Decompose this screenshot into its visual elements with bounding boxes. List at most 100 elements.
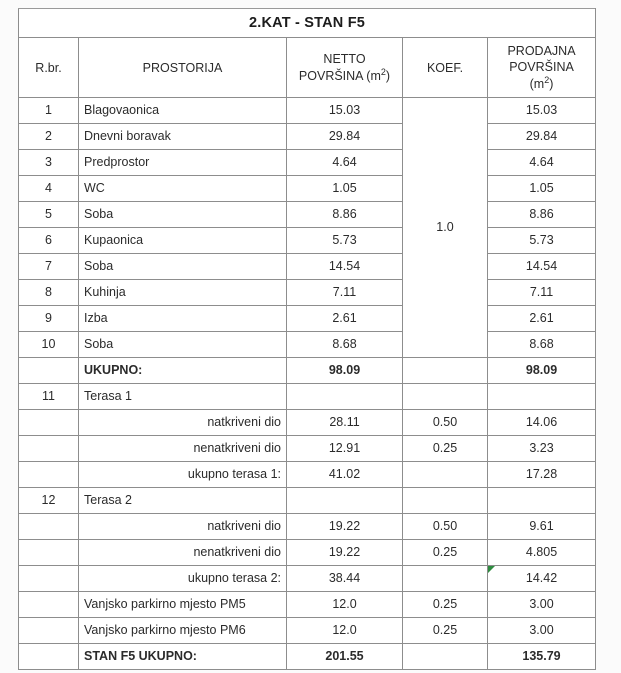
cell-koef[interactable] [402, 357, 488, 384]
table-row[interactable]: natkriveni dio 28.11 0.50 14.06 [18, 409, 597, 436]
cell-prodajna-povrsina[interactable]: 8.86 [486, 201, 597, 228]
cell-rbr[interactable]: 11 [18, 383, 79, 410]
table-row[interactable]: 12 Terasa 2 [18, 487, 597, 514]
cell-rbr[interactable] [18, 409, 79, 436]
table-row[interactable]: STAN F5 UKUPNO: 201.55 135.79 [18, 643, 597, 670]
cell-prostorija[interactable]: WC [78, 175, 287, 202]
cell-netto-povrsina[interactable]: 7.11 [286, 279, 403, 306]
cell-prostorija[interactable]: Izba [78, 305, 287, 332]
cell-netto-povrsina[interactable]: 8.86 [286, 201, 403, 228]
cell-netto-povrsina[interactable]: 8.68 [286, 331, 403, 358]
cell-netto-povrsina[interactable]: 15.03 [286, 97, 403, 124]
cell-rbr[interactable] [18, 643, 79, 670]
cell-prostorija[interactable]: ukupno terasa 1: [78, 461, 287, 488]
cell-prodajna-povrsina[interactable]: 3.00 [486, 617, 597, 644]
cell-prodajna-povrsina[interactable]: 3.23 [486, 435, 597, 462]
cell-koef[interactable] [402, 487, 488, 514]
cell-rbr[interactable]: 5 [18, 201, 79, 228]
cell-rbr[interactable] [18, 565, 79, 592]
cell-prostorija[interactable]: Kupaonica [78, 227, 287, 254]
cell-rbr[interactable]: 3 [18, 149, 79, 176]
cell-rbr[interactable] [18, 539, 79, 566]
table-row[interactable]: 4 WC 1.05 1.05 [18, 175, 597, 202]
cell-prodajna-povrsina[interactable]: 98.09 [486, 357, 597, 384]
cell-prodajna-povrsina[interactable]: 1.05 [486, 175, 597, 202]
cell-netto-povrsina[interactable]: 4.64 [286, 149, 403, 176]
cell-prodajna-povrsina[interactable]: 15.03 [486, 97, 597, 124]
cell-netto-povrsina[interactable]: 12.91 [286, 435, 403, 462]
cell-koef[interactable]: 0.25 [402, 435, 488, 462]
table-row[interactable]: 3 Predprostor 4.64 4.64 [18, 149, 597, 176]
cell-rbr[interactable]: 4 [18, 175, 79, 202]
cell-rbr[interactable]: 9 [18, 305, 79, 332]
cell-rbr[interactable]: 10 [18, 331, 79, 358]
cell-koef[interactable]: 0.25 [402, 539, 488, 566]
cell-koef[interactable]: 0.50 [402, 513, 488, 540]
table-row[interactable]: 7 Soba 14.54 14.54 [18, 253, 597, 280]
cell-prostorija[interactable]: Terasa 1 [78, 383, 287, 410]
table-row[interactable]: ukupno terasa 1: 41.02 17.28 [18, 461, 597, 488]
table-row[interactable]: 5 Soba 8.86 8.86 [18, 201, 597, 228]
cell-prostorija[interactable]: natkriveni dio [78, 513, 287, 540]
cell-koef[interactable]: 0.50 [402, 409, 488, 436]
cell-prodajna-povrsina[interactable]: 2.61 [486, 305, 597, 332]
table-row[interactable]: Vanjsko parkirno mjesto PM6 12.0 0.25 3.00 [18, 617, 597, 644]
cell-prodajna-povrsina[interactable]: 5.73 [486, 227, 597, 254]
cell-prodajna-povrsina[interactable] [486, 383, 597, 410]
cell-netto-povrsina[interactable]: 29.84 [286, 123, 403, 150]
cell-netto-povrsina[interactable]: 19.22 [286, 539, 403, 566]
cell-prodajna-povrsina[interactable]: 14.06 [486, 409, 597, 436]
cell-netto-povrsina[interactable]: 1.05 [286, 175, 403, 202]
cell-prostorija[interactable]: natkriveni dio [78, 409, 287, 436]
cell-netto-povrsina[interactable]: 14.54 [286, 253, 403, 280]
cell-koef[interactable] [402, 461, 488, 488]
cell-netto-povrsina[interactable]: 28.11 [286, 409, 403, 436]
cell-netto-povrsina[interactable]: 38.44 [286, 565, 403, 592]
cell-rbr[interactable]: 12 [18, 487, 79, 514]
table-row[interactable]: 10 Soba 8.68 8.68 [18, 331, 597, 358]
cell-prostorija[interactable]: Dnevni boravak [78, 123, 287, 150]
table-row[interactable]: 8 Kuhinja 7.11 7.11 [18, 279, 597, 306]
cell-rbr[interactable] [18, 591, 79, 618]
table-row[interactable]: 11 Terasa 1 [18, 383, 597, 410]
cell-prodajna-povrsina[interactable]: 7.11 [486, 279, 597, 306]
cell-prostorija[interactable]: Predprostor [78, 149, 287, 176]
cell-rbr[interactable] [18, 435, 79, 462]
cell-koef[interactable] [402, 383, 488, 410]
cell-prodajna-povrsina[interactable]: 3.00 [486, 591, 597, 618]
cell-prodajna-povrsina[interactable]: 9.61 [486, 513, 597, 540]
cell-netto-povrsina[interactable] [286, 383, 403, 410]
cell-prostorija[interactable]: nenatkriveni dio [78, 539, 287, 566]
cell-rbr[interactable]: 6 [18, 227, 79, 254]
cell-prodajna-povrsina[interactable]: 4.805 [486, 539, 597, 566]
cell-prostorija[interactable]: Soba [78, 201, 287, 228]
cell-prostorija[interactable]: ukupno terasa 2: [78, 565, 287, 592]
cell-prodajna-povrsina[interactable]: 14.54 [486, 253, 597, 280]
cell-prostorija[interactable]: Terasa 2 [78, 487, 287, 514]
cell-netto-povrsina[interactable]: 41.02 [286, 461, 403, 488]
table-row[interactable]: 1 Blagovaonica 15.03 1.0 15.03 [18, 97, 597, 358]
cell-prodajna-povrsina[interactable]: 17.28 [486, 461, 597, 488]
table-row[interactable]: 2 Dnevni boravak 29.84 29.84 [18, 123, 597, 150]
cell-netto-povrsina[interactable]: 5.73 [286, 227, 403, 254]
cell-prodajna-povrsina[interactable]: 8.68 [486, 331, 597, 358]
cell-prodajna-povrsina[interactable]: 14.42 [486, 565, 597, 592]
cell-rbr[interactable] [18, 357, 79, 384]
cell-prostorija[interactable]: nenatkriveni dio [78, 435, 287, 462]
cell-netto-povrsina[interactable]: 2.61 [286, 305, 403, 332]
cell-rbr[interactable]: 7 [18, 253, 79, 280]
cell-netto-povrsina[interactable]: 201.55 [286, 643, 403, 670]
table-row[interactable]: ukupno terasa 2: 38.44 14.42 [18, 565, 597, 592]
cell-prodajna-povrsina[interactable]: 135.79 [486, 643, 597, 670]
table-row[interactable]: nenatkriveni dio 12.91 0.25 3.23 [18, 435, 597, 462]
cell-koef[interactable]: 0.25 [402, 617, 488, 644]
cell-netto-povrsina[interactable] [286, 487, 403, 514]
cell-rbr[interactable]: 8 [18, 279, 79, 306]
cell-koef[interactable] [402, 565, 488, 592]
cell-rbr[interactable] [18, 617, 79, 644]
cell-koef[interactable] [402, 643, 488, 670]
cell-rbr[interactable] [18, 513, 79, 540]
cell-netto-povrsina[interactable]: 98.09 [286, 357, 403, 384]
cell-prostorija[interactable]: Blagovaonica [78, 97, 287, 124]
cell-prostorija[interactable]: Vanjsko parkirno mjesto PM5 [78, 591, 287, 618]
